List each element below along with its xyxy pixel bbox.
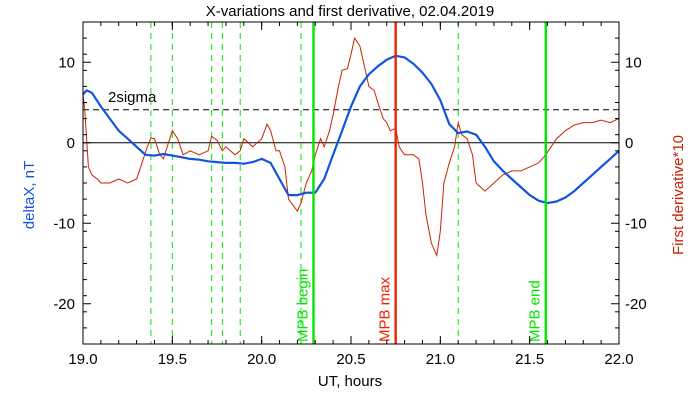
y-tick-label-right: 0: [625, 135, 633, 152]
x-tick-label: 20.0: [247, 351, 276, 368]
sigma-label: 2sigma: [108, 89, 157, 106]
plot-area: MPB begin MPB max MPB end 19.0 19.5 20.0 20.5 2…: [53, 21, 647, 368]
chart-title: X-variations and first derivative, 02.04…: [206, 3, 495, 20]
y-tick-label-left: -10: [53, 215, 75, 232]
event-label-mpb-max: MPB max: [377, 276, 394, 342]
left-axis-label: deltaX, nT: [21, 161, 38, 229]
x-axis-label: UT, hours: [318, 373, 382, 390]
event-label-mpb-begin: MPB begin: [294, 269, 311, 342]
y-tick-label-right: 10: [625, 54, 642, 71]
y-tick-label-left: 10: [58, 54, 75, 71]
x-tick-label: 21.0: [426, 351, 455, 368]
y-tick-label-right: -10: [625, 215, 647, 232]
y-tick-label-right: -20: [625, 296, 647, 313]
deltax-series-line: [82, 54, 620, 205]
x-tick-label: 19.0: [68, 351, 97, 368]
y-tick-label-left: 0: [67, 135, 75, 152]
x-tick-label: 22.0: [604, 351, 633, 368]
right-axis-label: First derivative*10: [670, 135, 687, 255]
x-tick-label: 20.5: [336, 351, 365, 368]
event-label-mpb-end: MPB end: [527, 280, 544, 342]
derivative-series-line: [82, 36, 620, 258]
x-tick-label: 19.5: [158, 351, 187, 368]
y-tick-label-left: -20: [53, 296, 75, 313]
x-tick-label: 21.5: [515, 351, 544, 368]
